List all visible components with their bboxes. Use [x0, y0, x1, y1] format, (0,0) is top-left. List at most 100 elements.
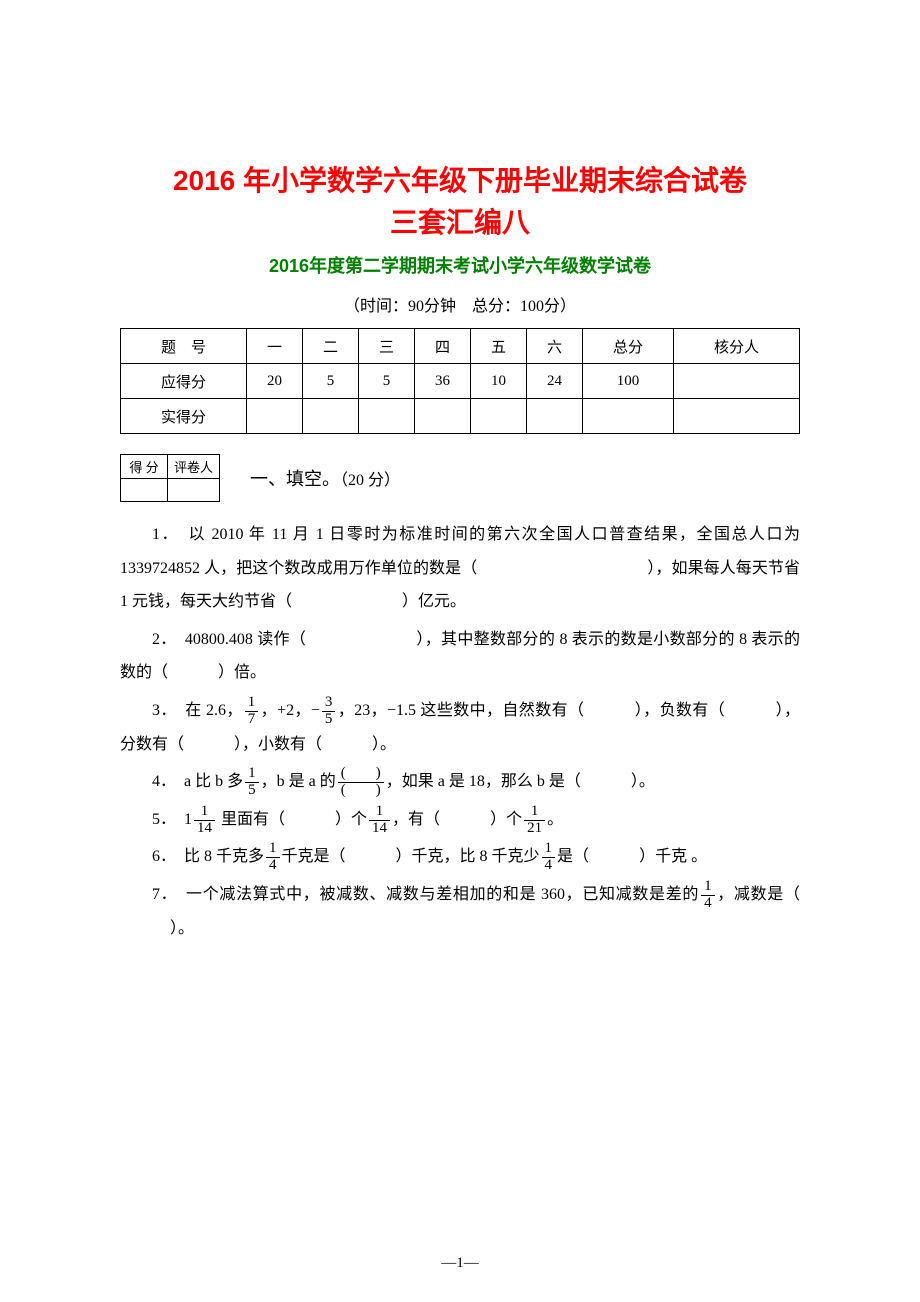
sub-title: 2016年度第二学期期末考试小学六年级数学试卷 — [120, 252, 800, 278]
frac-den: 4 — [542, 858, 556, 874]
score-cell: 10 — [470, 364, 526, 399]
q5-text-f: 。 — [547, 811, 563, 828]
fraction-one-fourth: 14 — [542, 841, 556, 874]
fraction-one-fourteenth: 114 — [369, 804, 390, 837]
q3-text-d: ），负数有（ — [634, 702, 725, 719]
frac-den: 5 — [245, 783, 259, 799]
q7-text-a: 7． 一个减法算式中，被减数、减数与差相加的和是 360，已知减数是差的 — [152, 886, 699, 903]
mini-header: 得 分 — [121, 455, 168, 479]
fraction-one-fourth: 14 — [701, 879, 715, 912]
header-cell: 一 — [246, 329, 302, 364]
q4-text-a: 4． a 比 b 多 — [152, 773, 243, 790]
fraction-blank: ( )( ) — [338, 766, 384, 799]
header-cell: 核分人 — [673, 329, 799, 364]
question-1: 1． 以 2010 年 11 月 1 日零时为标准时间的第六次全国人口普查结果，… — [120, 518, 800, 619]
score-cell — [673, 364, 799, 399]
q6-text-a: 6． 比 8 千克多 — [152, 848, 264, 865]
score-cell: 100 — [582, 364, 673, 399]
header-cell: 总分 — [582, 329, 673, 364]
score-cell: 5 — [302, 364, 358, 399]
score-cell — [673, 399, 799, 434]
table-row: 题 号 一 二 三 四 五 六 总分 核分人 — [121, 329, 800, 364]
q3-text-b: ，+2，− — [260, 702, 320, 719]
q3-text-c: ，23，−1.5 这些数中，自然数有（ — [337, 702, 584, 719]
mini-header: 评卷人 — [168, 455, 220, 479]
frac-num: 1 — [524, 804, 545, 821]
q5-text-e: ）个 — [490, 811, 522, 828]
q5-text-b: 里面有（ — [221, 811, 285, 828]
mini-cell — [168, 479, 220, 502]
q6-text-b: 千克是（ — [282, 848, 346, 865]
frac-den: 4 — [266, 858, 280, 874]
frac-den: 21 — [524, 821, 545, 837]
frac-num: 3 — [322, 695, 336, 712]
question-5: 5． 1114 里面有（）个114，有（）个121。 — [120, 803, 800, 837]
frac-num: 1 — [266, 841, 280, 858]
section-title: 一、填空。（20 分） — [250, 465, 400, 491]
main-title-line2: 三套汇编八 — [390, 207, 530, 238]
fraction-one-fifth: 15 — [245, 766, 259, 799]
score-cell — [246, 399, 302, 434]
mini-cell — [121, 479, 168, 502]
score-cell — [470, 399, 526, 434]
frac-den: 7 — [245, 712, 259, 728]
section-header-row: 得 分 评卷人 一、填空。（20 分） — [120, 454, 800, 502]
fraction-one-fourth: 14 — [266, 841, 280, 874]
fraction-one-twentyfirst: 121 — [524, 804, 545, 837]
q6-text-d: 是（ — [557, 848, 589, 865]
time-info: （时间：90分钟 总分：100分） — [120, 292, 800, 316]
frac-num: 1 — [701, 879, 715, 896]
question-4: 4． a 比 b 多15，b 是 a 的( )( )，如果 a 是 18，那么 … — [120, 765, 800, 799]
score-cell: 20 — [246, 364, 302, 399]
q4-text-c: ，如果 a 是 18，那么 b 是（ — [386, 773, 581, 790]
frac-num: 1 — [369, 804, 390, 821]
table-row: 应得分 20 5 5 36 10 24 100 — [121, 364, 800, 399]
main-title: 2016 年小学数学六年级下册毕业期末综合试卷 三套汇编八 — [120, 160, 800, 244]
section-points: （20 分） — [340, 472, 400, 489]
q7-text-c: ）。 — [170, 920, 194, 937]
frac-num: 1 — [194, 804, 215, 821]
frac-num: ( ) — [338, 766, 384, 783]
row-label: 应得分 — [121, 364, 247, 399]
q3-text-a: 3． 在 2.6， — [152, 702, 243, 719]
q3-text-g: ）。 — [372, 736, 396, 753]
table-row: 实得分 — [121, 399, 800, 434]
page-number: —1— — [0, 1255, 920, 1272]
score-cell — [582, 399, 673, 434]
q5-text-c: ）个 — [335, 811, 367, 828]
q2-text-a: 2． 40800.408 读作（ — [152, 631, 306, 648]
fraction-one-seventh: 17 — [245, 695, 259, 728]
score-cell: 5 — [358, 364, 414, 399]
fraction-one-fourteenth: 114 — [194, 804, 215, 837]
frac-den: 14 — [194, 821, 215, 837]
frac-num: 1 — [245, 695, 259, 712]
header-cell: 六 — [526, 329, 582, 364]
score-cell: 36 — [414, 364, 470, 399]
question-7: 7． 一个减法算式中，被减数、减数与差相加的和是 360，已知减数是差的14，减… — [120, 878, 800, 945]
score-cell — [358, 399, 414, 434]
question-3: 3． 在 2.6，17，+2，−35，23，−1.5 这些数中，自然数有（），负… — [120, 694, 800, 761]
header-cell: 五 — [470, 329, 526, 364]
table-row — [121, 479, 220, 502]
q4-text-b: ，b 是 a 的 — [261, 773, 336, 790]
q2-text-c: ）倍。 — [218, 664, 266, 681]
header-cell: 题 号 — [121, 329, 247, 364]
question-2: 2． 40800.408 读作（），其中整数部分的 8 表示的数是小数部分的 8… — [120, 623, 800, 690]
grader-table: 得 分 评卷人 — [120, 454, 220, 502]
frac-den: ( ) — [338, 783, 384, 799]
score-cell: 24 — [526, 364, 582, 399]
header-cell: 二 — [302, 329, 358, 364]
score-cell — [414, 399, 470, 434]
q7-text-b: ，减数是（ — [717, 886, 800, 903]
q3-text-f: ），小数有（ — [234, 736, 322, 753]
q6-text-c: ）千克，比 8 千克少 — [396, 848, 540, 865]
section-title-text: 一、填空。 — [250, 469, 340, 489]
score-cell — [302, 399, 358, 434]
table-row: 得 分 评卷人 — [121, 455, 220, 479]
q5-text-a: 5． 1 — [152, 811, 192, 828]
frac-num: 1 — [542, 841, 556, 858]
q1-text-c: ）亿元。 — [402, 593, 466, 610]
frac-num: 1 — [245, 766, 259, 783]
score-table: 题 号 一 二 三 四 五 六 总分 核分人 应得分 20 5 5 36 10 … — [120, 328, 800, 434]
q6-text-e: ）千克 。 — [639, 848, 707, 865]
